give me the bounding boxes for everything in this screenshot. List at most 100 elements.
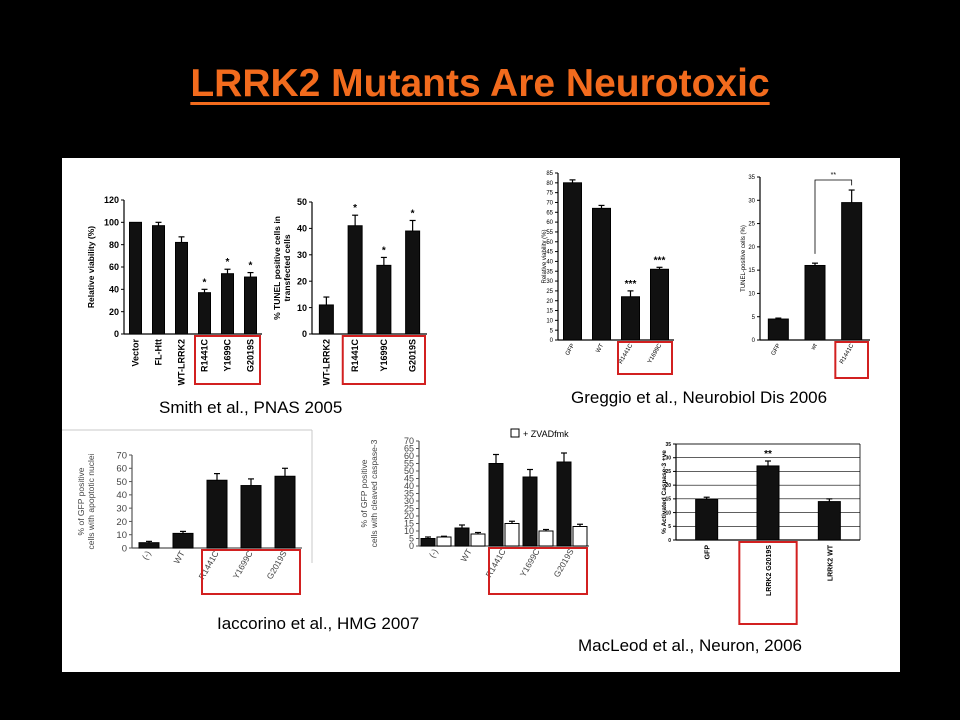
bar	[470, 533, 486, 547]
y-tick-label: 20	[665, 483, 671, 489]
y-tick-label: 50	[297, 197, 307, 207]
y-tick-label: 15	[665, 497, 671, 503]
bar	[376, 264, 392, 335]
y-tick-label: 0	[668, 538, 671, 544]
category-label: R1441C	[350, 339, 360, 373]
y-tick-label: 5	[409, 534, 414, 544]
bar	[175, 241, 188, 335]
y-tick-label: 10	[116, 530, 127, 541]
significance-label: *	[411, 208, 415, 219]
y-tick-label: 30	[297, 250, 307, 260]
category-label: Y1699C	[647, 342, 663, 364]
category-label: R1441C	[839, 342, 856, 365]
chart-smith-viability: 0 20 40 60 80 100 120 Relative viability (%) * * *…	[86, 195, 262, 386]
y-tick-label: 15	[404, 519, 414, 529]
y-tick-label: 40	[546, 260, 553, 266]
category-label: Vector	[131, 339, 141, 367]
bar	[138, 542, 160, 549]
bar	[221, 273, 234, 335]
significance-label: *	[203, 277, 207, 288]
y-tick-label: 45	[546, 250, 553, 256]
bar	[592, 207, 611, 341]
y-tick-label: 20	[109, 307, 119, 317]
highlight-box	[488, 547, 588, 595]
y-tick-label: 0	[302, 329, 307, 339]
y-tick-label: 70	[404, 436, 414, 446]
y-tick-label: 55	[404, 459, 414, 469]
y-tick-label: 20	[297, 276, 307, 286]
y-tick-label: 50	[116, 477, 127, 488]
y-axis-label: TUNEL-positive cells (%)	[741, 225, 747, 292]
category-label: WT	[595, 343, 605, 354]
y-tick-label: 15	[546, 309, 553, 315]
y-axis-label: Relative viability (%)	[542, 229, 548, 283]
y-tick-label: 25	[665, 469, 671, 475]
y-tick-label: 20	[116, 517, 127, 528]
bar	[206, 479, 228, 549]
chart-iaccorino-apoptotic: 0 10 20 30 40 50 60 70 % of GFP positivecells wi…	[76, 450, 302, 595]
citation-smith: Smith et al., PNAS 2005	[159, 398, 343, 417]
bar	[817, 501, 841, 541]
bar	[318, 304, 334, 335]
y-tick-label: 30	[665, 455, 671, 461]
y-tick-label: 25	[404, 504, 414, 514]
category-label: WT	[171, 549, 186, 565]
legend-swatch	[510, 428, 520, 438]
category-label: R1441C	[618, 342, 635, 365]
bar	[556, 461, 572, 547]
citation-greggio: Greggio et al., Neurobiol Dis 2006	[571, 388, 828, 407]
bar	[152, 225, 165, 335]
y-tick-label: 5	[752, 315, 756, 321]
bar	[504, 523, 520, 547]
y-tick-label: 60	[116, 464, 127, 475]
significance-label: *	[353, 203, 357, 214]
y-axis-label: Relative viability (%)	[86, 226, 96, 308]
chart-greggio-viability: 0 5 10 15 20 25 30 35 40 45 50 55 60 65 70 75 80 85 Relati…	[542, 171, 674, 375]
highlight-box	[201, 549, 301, 595]
bar	[522, 476, 538, 547]
bar	[244, 276, 257, 335]
y-tick-label: 80	[109, 240, 119, 250]
category-label: FL-Htt	[154, 339, 164, 366]
chart-greggio-tunel: 0 5 10 15 20 25 30 35 TUNEL-positive cells (%) GF…	[741, 172, 870, 379]
y-tick-label: 65	[546, 210, 553, 216]
category-label: LRRK2 G2019S	[766, 545, 773, 596]
significance-label: **	[831, 172, 837, 179]
category-label: G2019S	[264, 549, 288, 581]
significance-bracket	[814, 179, 853, 254]
y-tick-label: 60	[109, 262, 119, 272]
bar	[621, 296, 640, 341]
y-axis-label: % of GFP positivecells with apoptotic nu…	[76, 453, 96, 549]
y-tick-label: 20	[404, 511, 414, 521]
category-label: Y1699C	[223, 339, 233, 372]
category-label: WT	[458, 547, 473, 563]
y-tick-label: 25	[748, 222, 755, 228]
bar	[420, 538, 436, 547]
y-tick-label: 20	[546, 299, 553, 305]
bar	[129, 221, 142, 335]
bar	[563, 182, 582, 341]
category-label: R1441C	[200, 339, 210, 373]
category-label: Y1699C	[231, 549, 255, 581]
category-label: Y1699C	[518, 547, 542, 579]
y-tick-label: 35	[404, 489, 414, 499]
y-tick-label: 40	[404, 481, 414, 491]
y-tick-label: 10	[546, 318, 553, 324]
y-axis-label: % Activated Caspase-3 +ve	[661, 450, 668, 534]
highlight-box	[194, 335, 261, 385]
y-tick-label: 40	[297, 224, 307, 234]
category-label: (-)	[140, 549, 153, 562]
y-axis-label: % of GFP positivecells with cleaved casp…	[359, 439, 379, 547]
category-label: R1441C	[483, 547, 507, 579]
bar	[347, 225, 363, 335]
y-axis-label: % TUNEL positive cells intransfected cel…	[272, 216, 292, 320]
bar	[650, 268, 669, 341]
bar	[538, 530, 554, 547]
figure-panel: 0 20 40 60 80 100 120 Relative viability (%) * * *…	[62, 158, 900, 672]
bar	[274, 475, 296, 549]
y-tick-label: 30	[116, 503, 127, 514]
slide-title: LRRK2 Mutants Are Neurotoxic	[190, 62, 770, 105]
y-tick-label: 85	[546, 171, 553, 177]
y-tick-label: 35	[748, 175, 755, 181]
